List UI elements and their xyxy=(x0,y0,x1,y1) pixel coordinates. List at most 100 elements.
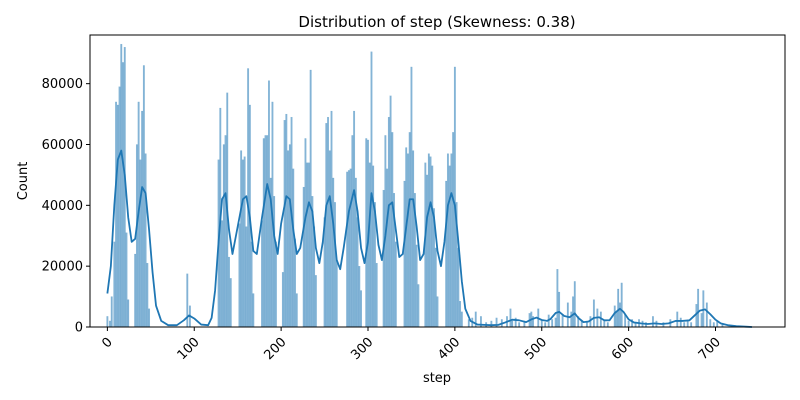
histogram-bar xyxy=(450,153,453,328)
histogram-bar xyxy=(365,138,368,328)
histogram-bar xyxy=(453,66,456,328)
histogram-bar xyxy=(695,304,698,328)
histogram-bar xyxy=(615,311,618,328)
histogram-bar xyxy=(627,320,630,328)
histogram-bar xyxy=(712,322,715,328)
histogram-bar xyxy=(573,281,576,328)
histogram-bar xyxy=(134,253,137,328)
histogram-bar xyxy=(558,291,561,328)
histogram-bar xyxy=(332,177,335,328)
histogram-bar xyxy=(457,247,460,328)
histogram-bar xyxy=(224,135,227,328)
x-tick-label: 400 xyxy=(435,335,463,363)
histogram-bar xyxy=(408,132,411,328)
histogram-bar xyxy=(304,138,307,328)
histogram-bar xyxy=(617,288,620,328)
histogram-bar xyxy=(118,86,121,328)
histogram-bar xyxy=(349,168,352,328)
histogram-bar xyxy=(302,186,305,328)
histogram-bar xyxy=(221,220,224,328)
histogram-bar xyxy=(460,311,463,328)
histogram-bar xyxy=(250,241,253,328)
histogram-bar xyxy=(281,272,284,328)
histogram-bar xyxy=(347,170,350,328)
histogram-bar xyxy=(387,116,390,328)
histogram-bar xyxy=(407,153,409,328)
histogram-bar xyxy=(683,322,686,328)
histogram-bar xyxy=(113,241,116,328)
histogram-bar xyxy=(417,284,420,328)
histogram-bar xyxy=(109,320,111,328)
histogram-bar xyxy=(148,308,151,328)
histogram-bar xyxy=(709,319,712,328)
histogram-bar xyxy=(353,110,356,328)
histogram-bar xyxy=(273,196,276,328)
x-tick-label: 100 xyxy=(175,335,203,363)
x-tick-label: 600 xyxy=(609,335,637,363)
histogram-bar xyxy=(120,43,123,328)
histogram-bar xyxy=(434,247,437,328)
histogram-bar xyxy=(459,300,462,328)
histogram-bar xyxy=(679,317,682,328)
histogram-bar xyxy=(222,144,225,328)
histogram-bar xyxy=(372,165,375,328)
histogram-bar xyxy=(360,290,363,328)
y-tick-label: 40000 xyxy=(42,199,83,214)
histogram-bar xyxy=(551,319,554,328)
histogram-bar xyxy=(490,320,493,328)
y-tick-label: 0 xyxy=(75,321,83,336)
histogram-bar xyxy=(561,314,564,328)
histogram-bar xyxy=(566,302,569,328)
histogram-bar xyxy=(306,162,309,328)
y-axis-label: Count xyxy=(16,162,31,201)
histogram-bar xyxy=(403,180,406,328)
histogram-bar xyxy=(325,123,328,328)
histogram-bar xyxy=(307,162,310,328)
histogram-bar xyxy=(287,150,290,328)
histogram-bar xyxy=(585,322,588,328)
histogram-bar xyxy=(431,165,434,328)
kde-curve xyxy=(106,149,753,328)
histogram-bar xyxy=(283,120,286,328)
histogram-bar xyxy=(245,226,248,328)
histogram-bar xyxy=(261,220,263,328)
histogram-bar xyxy=(186,273,189,328)
histogram-bar xyxy=(452,132,455,328)
histogram-bar xyxy=(247,68,250,328)
histogram-bar xyxy=(436,296,439,328)
histogram-bar xyxy=(240,150,243,328)
histogram-bar xyxy=(144,153,147,328)
histogram-bar xyxy=(690,322,693,328)
x-tick-label: 700 xyxy=(696,335,724,363)
histogram-bar xyxy=(266,135,269,328)
histogram-bar xyxy=(327,116,329,328)
histogram-bar xyxy=(606,322,609,328)
histogram-bar xyxy=(445,180,448,328)
histogram-bar xyxy=(358,266,361,328)
histogram-bar xyxy=(570,311,573,328)
histogram-bar xyxy=(356,217,359,328)
histogram-bar xyxy=(448,165,451,328)
y-axis-ticks: 0 20000 40000 60000 80000 xyxy=(42,77,90,336)
histogram-bar xyxy=(446,153,449,328)
y-tick-label: 20000 xyxy=(42,260,83,275)
histogram-bar xyxy=(334,202,336,328)
histogram-bar xyxy=(467,319,470,328)
histogram-bar xyxy=(386,168,389,328)
histogram-bar xyxy=(106,316,109,328)
x-axis-ticks: 0 100 200 300 400 500 600 700 xyxy=(99,327,724,363)
histogram-bar xyxy=(229,278,232,328)
histogram-bar xyxy=(228,256,230,328)
y-tick-label: 80000 xyxy=(42,77,83,92)
histogram-bar xyxy=(429,156,432,328)
histogram-bar xyxy=(375,262,378,328)
histogram-bar xyxy=(391,132,394,328)
histogram-bar xyxy=(285,113,288,328)
histogram-bar xyxy=(238,223,241,328)
histogram-bar xyxy=(127,299,130,328)
plot-frame xyxy=(89,34,786,328)
histogram-bar xyxy=(328,150,331,328)
x-tick-label: 500 xyxy=(522,335,550,363)
histogram-bar xyxy=(540,320,543,328)
